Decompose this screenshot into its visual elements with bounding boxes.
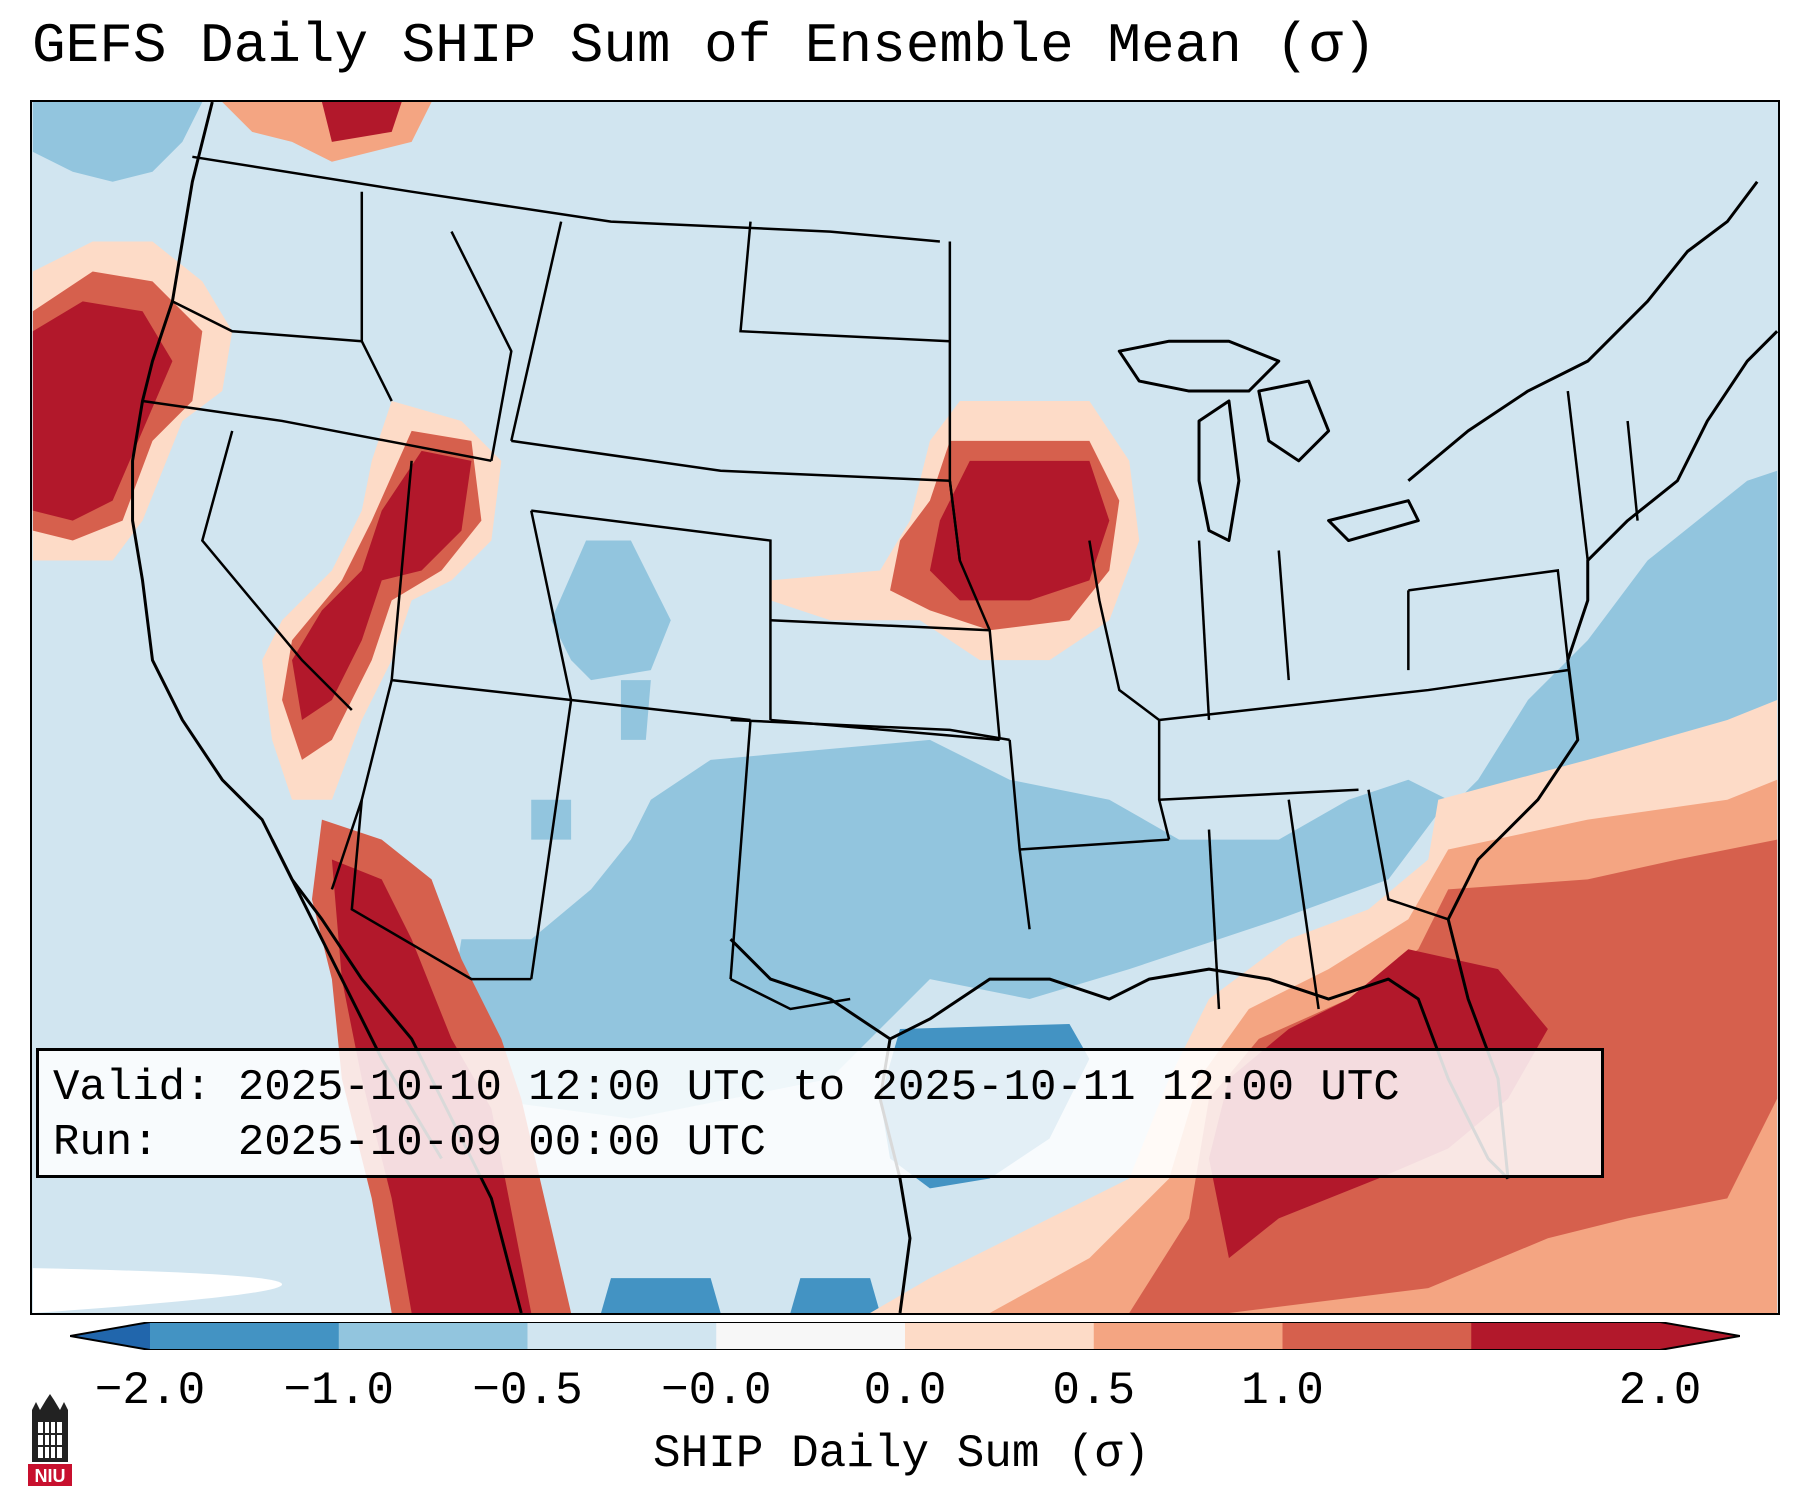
colorbar-tick-label: −1.0 (283, 1365, 394, 1417)
niu-logo-icon: NIU (28, 1394, 72, 1486)
anomaly-strong-low-south-2 (790, 1278, 881, 1313)
colorbar-label: SHIP Daily Sum (σ) (653, 1428, 1150, 1480)
valid-time-box: Valid: 2025-10-10 12:00 UTC to 2025-10-1… (36, 1048, 1604, 1178)
colorbar (70, 1322, 1740, 1350)
anomaly-pos-bc-core (321, 102, 402, 142)
anomaly-low-colorado (551, 540, 671, 681)
colorbar-segment (527, 1322, 717, 1350)
state-borders (142, 155, 1639, 1011)
valid-label: Valid: (53, 1063, 212, 1113)
colorbar-segment (905, 1322, 1095, 1350)
colorbar-tick-label: −0.0 (661, 1365, 772, 1417)
colorbar-tick-label: 2.0 (1618, 1365, 1702, 1417)
run-value: 2025-10-09 00:00 UTC (237, 1118, 766, 1168)
colorbar-segments (150, 1322, 1661, 1350)
colorbar-segment (1282, 1322, 1472, 1350)
colorbar-segment (1471, 1322, 1661, 1350)
chart-title: GEFS Daily SHIP Sum of Ensemble Mean (σ) (32, 14, 1377, 78)
run-label: Run: (53, 1118, 159, 1168)
out-of-domain-area (32, 1268, 283, 1313)
anomaly-strong-low-south (601, 1278, 721, 1313)
colorbar-extend-high (1660, 1322, 1740, 1350)
anomaly-low-south (451, 739, 1449, 1119)
colorbar-tick-label: −0.5 (472, 1365, 583, 1417)
colorbar-segment (716, 1322, 906, 1350)
anomaly-low-nw (32, 102, 203, 182)
colorbar-tick-label: 0.5 (1052, 1365, 1136, 1417)
colorbar-segment (338, 1322, 528, 1350)
valid-value: 2025-10-10 12:00 UTC to 2025-10-11 12:00… (237, 1063, 1400, 1113)
colorbar-segment (150, 1322, 340, 1350)
colorbar-segment (1093, 1322, 1283, 1350)
colorbar-tick-label: 1.0 (1241, 1365, 1324, 1417)
colorbar-tick-label: −2.0 (94, 1365, 206, 1417)
colorbar-tick-label: 0.0 (863, 1365, 947, 1417)
anomaly-low-nm-2 (531, 799, 572, 840)
anomaly-pos-idaho-core (292, 450, 472, 720)
logo-text: NIU (35, 1466, 66, 1486)
anomaly-pos-pnw-core (32, 301, 173, 521)
anomaly-pos-iowa-core (929, 460, 1110, 601)
anomaly-low-nm-1 (620, 680, 651, 740)
colorbar-extend-low (70, 1322, 150, 1350)
